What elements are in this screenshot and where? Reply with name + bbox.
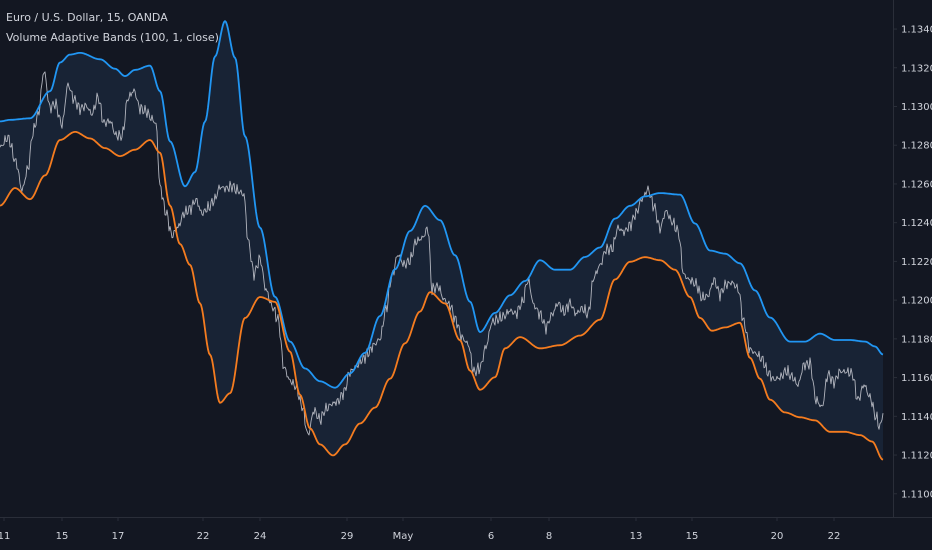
- x-tick-label: 13: [630, 531, 643, 542]
- y-tick-label: 1.11800: [901, 334, 932, 345]
- y-tick-label: 1.12600: [901, 179, 932, 190]
- y-tick-label: 1.12800: [901, 141, 932, 152]
- series-lower-band-line: [0, 131, 884, 461]
- y-tick-label: 1.11600: [901, 373, 932, 384]
- x-tick-label: 20: [771, 531, 784, 542]
- y-tick-label: 1.11400: [901, 412, 932, 423]
- x-tick-label: May: [393, 531, 414, 542]
- band-fill: [0, 21, 883, 460]
- x-tick-label: 22: [828, 531, 841, 542]
- x-tick-label: 6: [488, 531, 494, 542]
- symbol-title[interactable]: Euro / U.S. Dollar, 15, OANDA: [6, 11, 168, 24]
- x-tick-label: 22: [197, 531, 210, 542]
- x-tick-label: 11: [0, 531, 10, 542]
- x-tick-label: 29: [341, 531, 354, 542]
- time-scale-bg: [0, 517, 932, 550]
- series-price-line: [0, 71, 884, 436]
- x-tick-label: 15: [686, 531, 699, 542]
- indicator-title[interactable]: Volume Adaptive Bands (100, 1, close): [6, 31, 219, 44]
- x-tick-label: 24: [254, 531, 267, 542]
- y-tick-label: 1.13400: [901, 25, 932, 36]
- x-tick-label: 17: [112, 531, 125, 542]
- chart-legend: Euro / U.S. Dollar, 15, OANDA Volume Ada…: [6, 8, 219, 48]
- y-tick-label: 1.12000: [901, 296, 932, 307]
- y-tick-label: 1.13000: [901, 102, 932, 113]
- x-tick-label: 8: [546, 531, 552, 542]
- series-upper-band-line: [0, 20, 884, 389]
- y-tick-label: 1.12400: [901, 218, 932, 229]
- price-scale-bg: [893, 0, 932, 550]
- x-tick-label: 15: [56, 531, 69, 542]
- y-tick-label: 1.11000: [901, 489, 932, 500]
- y-tick-label: 1.11200: [901, 451, 932, 462]
- y-tick-label: 1.12200: [901, 257, 932, 268]
- y-tick-label: 1.13200: [901, 63, 932, 74]
